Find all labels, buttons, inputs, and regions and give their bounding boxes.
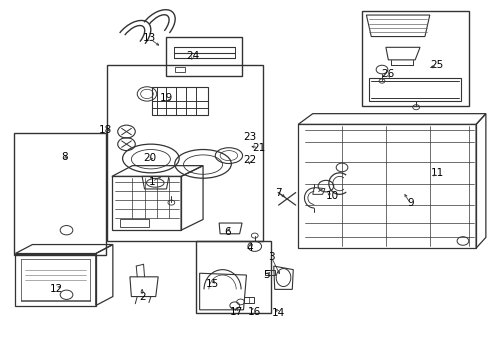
Bar: [361, 12, 468, 107]
Text: 25: 25: [429, 60, 443, 70]
Text: 22: 22: [242, 155, 256, 165]
Text: 26: 26: [381, 69, 394, 79]
Text: 15: 15: [206, 279, 219, 289]
Text: 13: 13: [142, 33, 156, 43]
Text: 16: 16: [247, 307, 260, 317]
Text: 8: 8: [61, 152, 67, 162]
Bar: [107, 65, 263, 241]
Text: 5: 5: [263, 270, 269, 280]
Text: 18: 18: [99, 125, 112, 135]
Text: 20: 20: [142, 153, 156, 163]
Text: 7: 7: [275, 188, 282, 198]
Text: 6: 6: [224, 227, 230, 237]
Text: 24: 24: [186, 51, 200, 61]
Bar: [14, 134, 106, 255]
Text: 1: 1: [148, 177, 155, 187]
Bar: [175, 67, 184, 72]
Text: 2: 2: [139, 292, 145, 302]
Text: 19: 19: [160, 93, 173, 103]
Text: 21: 21: [252, 143, 265, 153]
Text: 14: 14: [271, 308, 285, 318]
Text: 12: 12: [50, 284, 63, 294]
Text: 10: 10: [325, 191, 338, 201]
Text: 4: 4: [245, 243, 252, 253]
Text: 3: 3: [267, 252, 274, 262]
Bar: [195, 241, 271, 313]
Text: 23: 23: [242, 132, 256, 142]
Text: 9: 9: [406, 198, 413, 208]
Bar: [166, 37, 242, 76]
Text: 17: 17: [229, 307, 243, 317]
Text: 11: 11: [429, 168, 443, 178]
